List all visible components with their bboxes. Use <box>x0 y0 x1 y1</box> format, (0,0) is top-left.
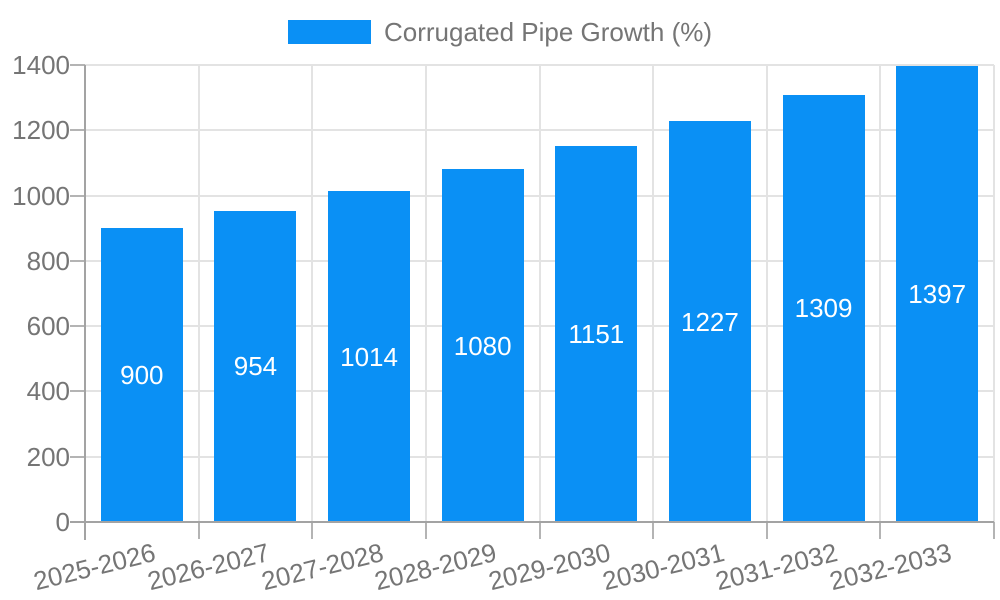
bar-value-label: 1397 <box>908 278 967 309</box>
legend-label: Corrugated Pipe Growth (%) <box>383 17 713 47</box>
y-tick-mark <box>70 129 85 132</box>
x-gridline <box>311 65 314 522</box>
x-tick-mark <box>424 522 427 539</box>
legend-swatch <box>287 20 371 44</box>
x-tick-mark <box>197 522 200 539</box>
y-tick-mark <box>70 455 85 458</box>
x-tick-mark <box>538 522 541 539</box>
bar-value-label: 1227 <box>681 306 739 337</box>
y-tick-label: 600 <box>26 311 70 342</box>
x-tick-label: 2032-2033 <box>826 537 955 597</box>
x-tick-label: 2031-2032 <box>712 537 841 597</box>
bar-value-label: 1014 <box>340 341 398 372</box>
bar-value-label: 1151 <box>568 319 625 350</box>
y-tick-label: 1400 <box>12 50 70 80</box>
bar-value-label: 900 <box>120 360 164 391</box>
x-tick-label: 2030-2031 <box>599 537 727 597</box>
bar <box>896 65 979 522</box>
x-tick-mark <box>652 522 655 539</box>
x-axis-line <box>70 521 994 523</box>
bar <box>100 228 183 522</box>
x-tick-label: 2025-2026 <box>30 537 159 597</box>
y-tick-label: 1200 <box>12 115 70 146</box>
x-gridline <box>993 65 995 522</box>
bar <box>441 169 524 522</box>
legend: Corrugated Pipe Growth (%) <box>0 18 1000 46</box>
x-tick-mark <box>993 522 995 539</box>
x-gridline <box>197 65 200 522</box>
y-axis-line <box>84 65 86 540</box>
y-tick-label: 0 <box>55 507 70 537</box>
y-tick-label: 1000 <box>12 180 70 211</box>
bar <box>782 94 865 522</box>
x-tick-mark <box>765 522 768 539</box>
bar <box>214 210 297 522</box>
x-tick-label: 2028-2029 <box>371 537 500 597</box>
y-tick-label: 200 <box>26 441 70 472</box>
x-tick-mark <box>311 522 314 539</box>
bar <box>555 146 638 522</box>
bar <box>668 121 751 522</box>
y-tick-mark <box>70 194 85 197</box>
y-tick-mark <box>70 259 85 262</box>
bar-value-label: 954 <box>233 351 278 382</box>
y-tick-mark <box>70 390 85 393</box>
y-tick-label: 800 <box>26 245 70 276</box>
bar <box>328 191 411 522</box>
bar-value-label: 1309 <box>794 293 853 324</box>
y-tick-label: 400 <box>26 376 70 407</box>
x-tick-label: 2027-2028 <box>258 537 387 597</box>
x-gridline <box>652 65 655 522</box>
x-tick-label: 2026-2027 <box>144 537 273 597</box>
x-gridline <box>879 65 882 522</box>
x-gridline <box>538 65 541 522</box>
x-tick-label: 2029-2030 <box>485 537 614 597</box>
y-tick-mark <box>70 325 85 328</box>
x-gridline <box>424 65 427 522</box>
y-tick-mark <box>70 64 85 66</box>
bar-value-label: 1080 <box>453 330 512 361</box>
x-tick-mark <box>879 522 882 539</box>
x-gridline <box>765 65 768 522</box>
